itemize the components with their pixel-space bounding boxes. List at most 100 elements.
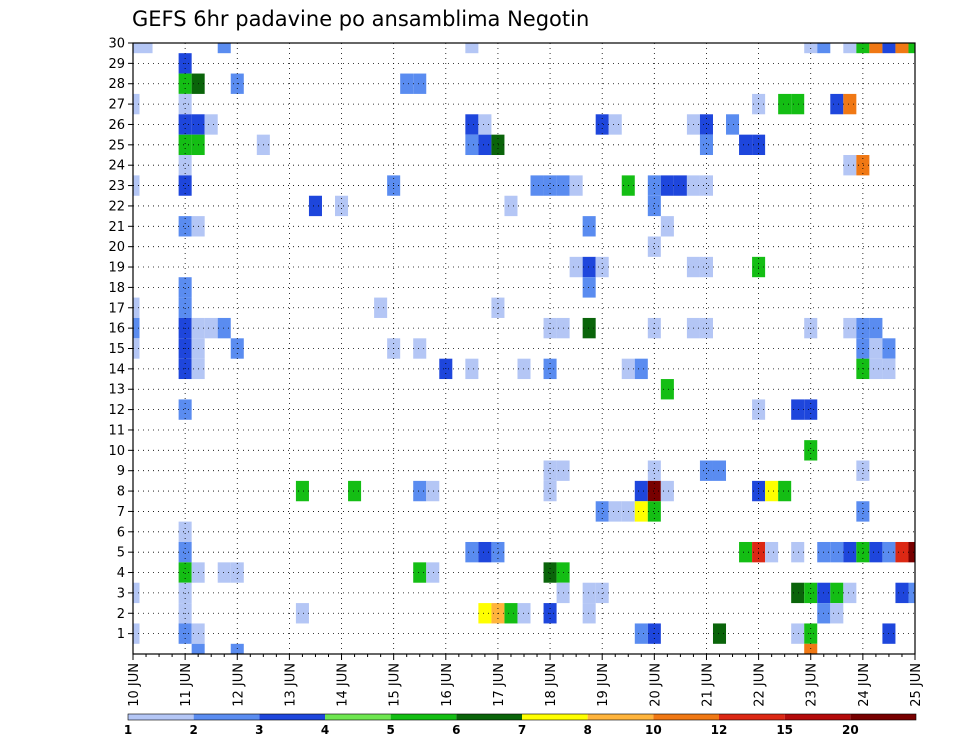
heatmap-cell xyxy=(843,155,857,176)
heatmap-cell xyxy=(478,114,492,135)
heatmap-cell xyxy=(504,603,518,624)
heatmap-cell xyxy=(178,277,192,298)
heatmap-cell xyxy=(133,317,140,339)
heatmap-cell xyxy=(765,480,779,502)
heatmap-cell xyxy=(739,541,753,563)
heatmap-cell xyxy=(530,175,544,196)
heatmap-cell xyxy=(843,93,857,115)
heatmap-cell xyxy=(699,256,713,278)
y-tick-label: 12 xyxy=(108,403,125,418)
heatmap-cell xyxy=(543,480,557,502)
y-tick-label: 24 xyxy=(108,159,125,174)
heatmap-cell xyxy=(178,399,192,420)
heatmap-cell xyxy=(804,399,818,420)
heatmap-cell xyxy=(869,43,883,54)
heatmap-cell xyxy=(712,623,727,644)
x-tick-label: 17 JUN xyxy=(492,663,507,707)
y-tick-label: 30 xyxy=(108,37,125,52)
heatmap-cell xyxy=(426,562,440,583)
heatmap-cell xyxy=(178,582,192,604)
heatmap-cell xyxy=(843,541,857,563)
heatmap-cell xyxy=(504,195,518,217)
heatmap-cell xyxy=(230,562,244,583)
y-axis: 1234567891011121314151617181920212223242… xyxy=(108,37,133,642)
heatmap-cell xyxy=(856,501,870,522)
heatmap-cell xyxy=(634,501,648,522)
heatmap-cell xyxy=(178,216,192,237)
heatmap-cell xyxy=(478,541,492,563)
heatmap-cell xyxy=(295,603,309,624)
y-tick-label: 8 xyxy=(117,485,125,500)
heatmap-cell xyxy=(133,582,140,604)
x-tick-label: 23 JUN xyxy=(805,663,820,707)
legend-swatch xyxy=(587,714,654,720)
heatmap-cell xyxy=(712,460,727,481)
x-tick-label: 19 JUN xyxy=(596,663,611,707)
heatmap-cell xyxy=(856,155,870,176)
legend-label: 4 xyxy=(321,723,329,737)
y-tick-label: 14 xyxy=(108,362,125,377)
heatmap-cell xyxy=(647,480,661,502)
legend-label: 12 xyxy=(711,723,728,737)
heatmap-cell xyxy=(217,317,231,339)
legend-frame xyxy=(127,713,917,721)
heatmap-cell xyxy=(843,317,857,339)
heatmap-cell xyxy=(647,175,661,196)
legend-swatch xyxy=(719,714,785,720)
heatmap-cell xyxy=(739,134,753,156)
y-tick-label: 6 xyxy=(117,525,125,540)
heatmap-cell xyxy=(673,175,687,196)
heatmap-cell xyxy=(543,562,557,583)
heatmap-cell xyxy=(413,338,427,359)
x-tick-label: 24 JUN xyxy=(857,663,872,707)
legend-swatch xyxy=(128,714,194,720)
heatmap-cell xyxy=(413,73,427,94)
legend-label: 7 xyxy=(518,723,526,737)
heatmap-cell xyxy=(295,480,309,502)
heatmap-cell xyxy=(634,623,648,644)
heatmap-cell xyxy=(478,603,492,624)
heatmap-cell xyxy=(699,134,713,156)
heatmap-cell xyxy=(869,541,883,563)
y-tick-label: 11 xyxy=(108,423,125,438)
heatmap-cell xyxy=(217,562,231,583)
y-tick-label: 21 xyxy=(108,220,125,235)
heatmap-cell xyxy=(178,175,192,196)
heatmap-cell xyxy=(882,43,896,54)
heatmap-cell xyxy=(908,43,915,54)
y-tick-label: 27 xyxy=(108,98,125,113)
x-tick-label: 15 JUN xyxy=(388,663,403,707)
heatmap-cell xyxy=(133,623,140,644)
heatmap-cell xyxy=(895,541,909,563)
heatmap-cell xyxy=(804,440,818,461)
heatmap-cell xyxy=(647,236,661,257)
heatmap-cell xyxy=(856,460,870,481)
y-tick-label: 7 xyxy=(117,505,125,520)
heatmap-cell xyxy=(308,195,322,217)
legend-swatch xyxy=(390,714,457,720)
x-tick-label: 25 JUN xyxy=(909,663,924,707)
heatmap-cell xyxy=(178,541,192,563)
heatmap-cell xyxy=(582,216,596,237)
y-tick-label: 26 xyxy=(108,118,125,133)
heatmap-cell xyxy=(178,114,192,135)
heatmap-cell xyxy=(426,480,440,502)
heatmap-cell xyxy=(908,582,915,604)
heatmap-cell xyxy=(647,501,661,522)
heatmap-cell xyxy=(133,338,140,359)
x-tick-label: 21 JUN xyxy=(700,663,715,707)
legend-swatch xyxy=(325,714,391,720)
heatmap-cell xyxy=(465,43,479,54)
heatmap-cell xyxy=(582,603,596,624)
heatmap-cell xyxy=(491,541,505,563)
heatmap-cell xyxy=(660,480,674,502)
heatmap-cell xyxy=(204,114,218,135)
heatmap-cell xyxy=(647,195,661,217)
y-tick-label: 23 xyxy=(108,179,125,194)
heatmap-cell xyxy=(791,541,805,563)
heatmap-cell xyxy=(413,480,427,502)
heatmap-cell xyxy=(133,93,140,115)
heatmap-cell xyxy=(204,317,218,339)
heatmap-cell xyxy=(765,541,779,563)
heatmap-cell xyxy=(478,134,492,156)
